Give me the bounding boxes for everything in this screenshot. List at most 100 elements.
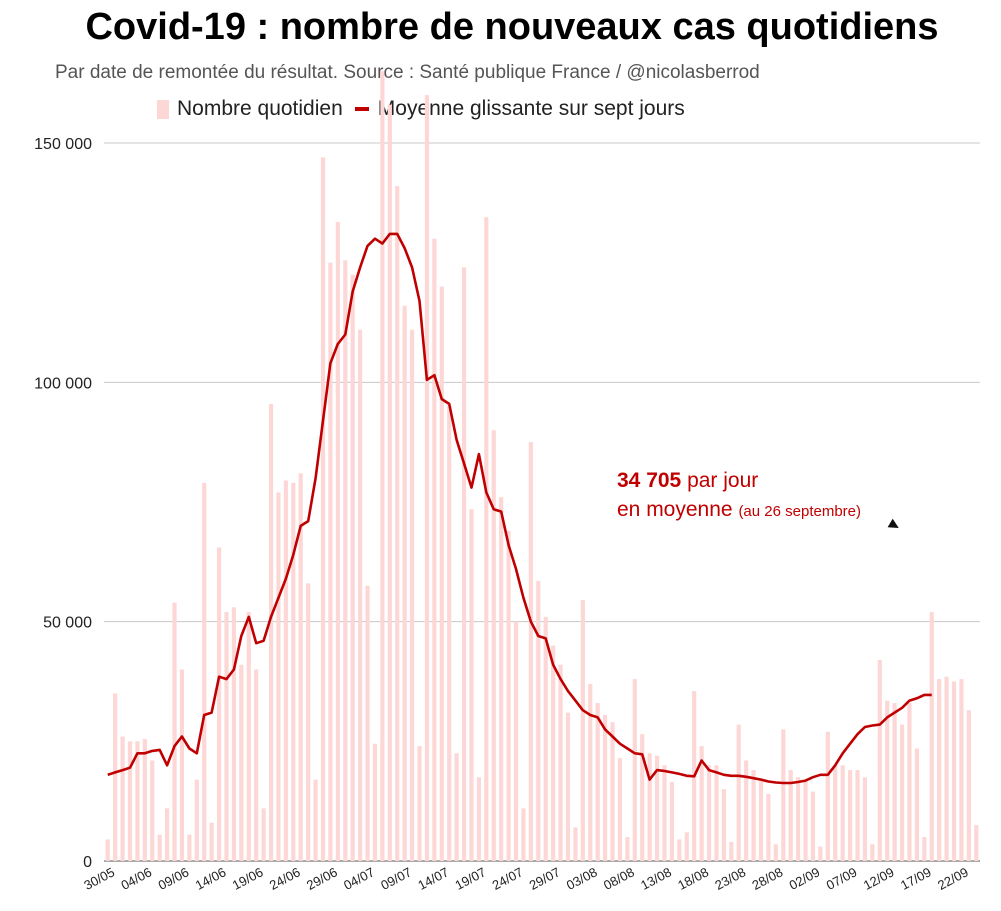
legend-swatch-bar	[157, 99, 169, 119]
bar	[766, 793, 771, 861]
x-tick-label: 02/09	[787, 864, 823, 893]
bar	[877, 659, 882, 861]
x-tick-label: 29/07	[527, 864, 563, 893]
bar	[491, 430, 496, 861]
bar	[224, 612, 229, 861]
x-tick-label: 07/09	[824, 864, 860, 893]
bar	[528, 442, 533, 861]
bar	[781, 729, 786, 861]
bar	[914, 748, 919, 861]
bar	[432, 238, 437, 861]
bar	[677, 839, 682, 861]
bar	[922, 837, 927, 861]
bar	[417, 746, 422, 861]
legend-item-daily: Nombre quotidien	[157, 97, 343, 121]
bar	[944, 676, 949, 861]
bar	[758, 779, 764, 861]
bar	[870, 844, 875, 861]
bar	[684, 832, 689, 861]
bar	[387, 104, 392, 861]
bar	[127, 741, 133, 861]
bar	[929, 612, 934, 861]
chart-subtitle: Par date de remontée du résultat. Source…	[55, 62, 760, 83]
bar	[892, 703, 897, 861]
bar	[150, 760, 155, 861]
bar	[558, 664, 563, 861]
bar	[320, 157, 326, 862]
x-tick-label: 29/06	[304, 864, 340, 893]
bar	[216, 547, 222, 861]
bar	[521, 808, 526, 861]
bar	[565, 712, 571, 861]
bar	[291, 482, 296, 861]
bar	[246, 612, 251, 861]
bar	[907, 703, 912, 861]
bar	[513, 621, 519, 861]
bar	[298, 473, 303, 861]
bar	[499, 497, 504, 861]
bar	[142, 738, 147, 861]
chart-title: Covid-19 : nombre de nouveaux cas quotid…	[85, 6, 939, 48]
x-tick-label: 03/08	[564, 864, 600, 893]
bar	[209, 822, 214, 861]
bar	[335, 221, 340, 862]
bar	[669, 782, 674, 861]
y-tick-label: 0	[83, 854, 92, 871]
bar	[380, 71, 385, 861]
bar	[313, 779, 318, 861]
legend-label-average: Moyenne glissante sur sept jours	[377, 97, 685, 120]
bar	[402, 305, 407, 861]
bar	[105, 839, 110, 861]
bar	[439, 286, 444, 862]
legend-item-average: Moyenne glissante sur sept jours	[354, 97, 685, 121]
x-tick-label: 18/08	[675, 864, 711, 893]
bar	[461, 267, 467, 861]
bar	[239, 664, 244, 861]
annotation-date: (au 26 septembre)	[738, 503, 862, 520]
legend: Nombre quotidien Moyenne glissante sur s…	[157, 97, 697, 121]
bar	[573, 827, 578, 861]
bar	[966, 710, 971, 861]
bar	[699, 746, 704, 861]
y-tick-label: 150 000	[34, 136, 92, 153]
bar	[825, 731, 830, 861]
bar	[476, 777, 481, 861]
bar	[729, 841, 734, 861]
bar	[855, 770, 860, 861]
x-tick-label: 28/08	[749, 864, 785, 893]
x-tick-label: 04/07	[341, 864, 377, 893]
annotation-text1: par jour	[687, 469, 759, 492]
bar	[358, 329, 363, 861]
bar	[172, 602, 177, 861]
bar	[254, 669, 259, 861]
x-tick-label: 14/07	[415, 864, 451, 893]
bar	[818, 846, 823, 861]
bar	[640, 734, 645, 861]
bar	[848, 770, 853, 861]
bar	[588, 683, 593, 861]
x-tick-label: 14/06	[193, 864, 229, 893]
bar	[328, 262, 333, 862]
x-tick-label: 17/09	[898, 864, 934, 893]
legend-label-daily: Nombre quotidien	[177, 97, 343, 120]
bar	[350, 274, 355, 862]
bar	[773, 844, 778, 861]
bar	[395, 186, 400, 861]
bar	[135, 741, 140, 861]
bar	[654, 755, 660, 861]
bar	[551, 645, 556, 861]
x-tick-label: 09/06	[156, 864, 192, 893]
bar	[833, 765, 838, 861]
x-tick-label: 19/06	[230, 864, 266, 893]
bar	[610, 722, 615, 861]
bar	[736, 724, 741, 861]
bar	[899, 724, 905, 861]
bar	[788, 770, 793, 861]
x-tick-label: 04/06	[118, 864, 154, 893]
bar	[974, 825, 979, 861]
bar	[424, 95, 430, 862]
average-line	[107, 232, 932, 785]
bar	[751, 770, 756, 861]
y-tick-label: 100 000	[34, 375, 92, 392]
